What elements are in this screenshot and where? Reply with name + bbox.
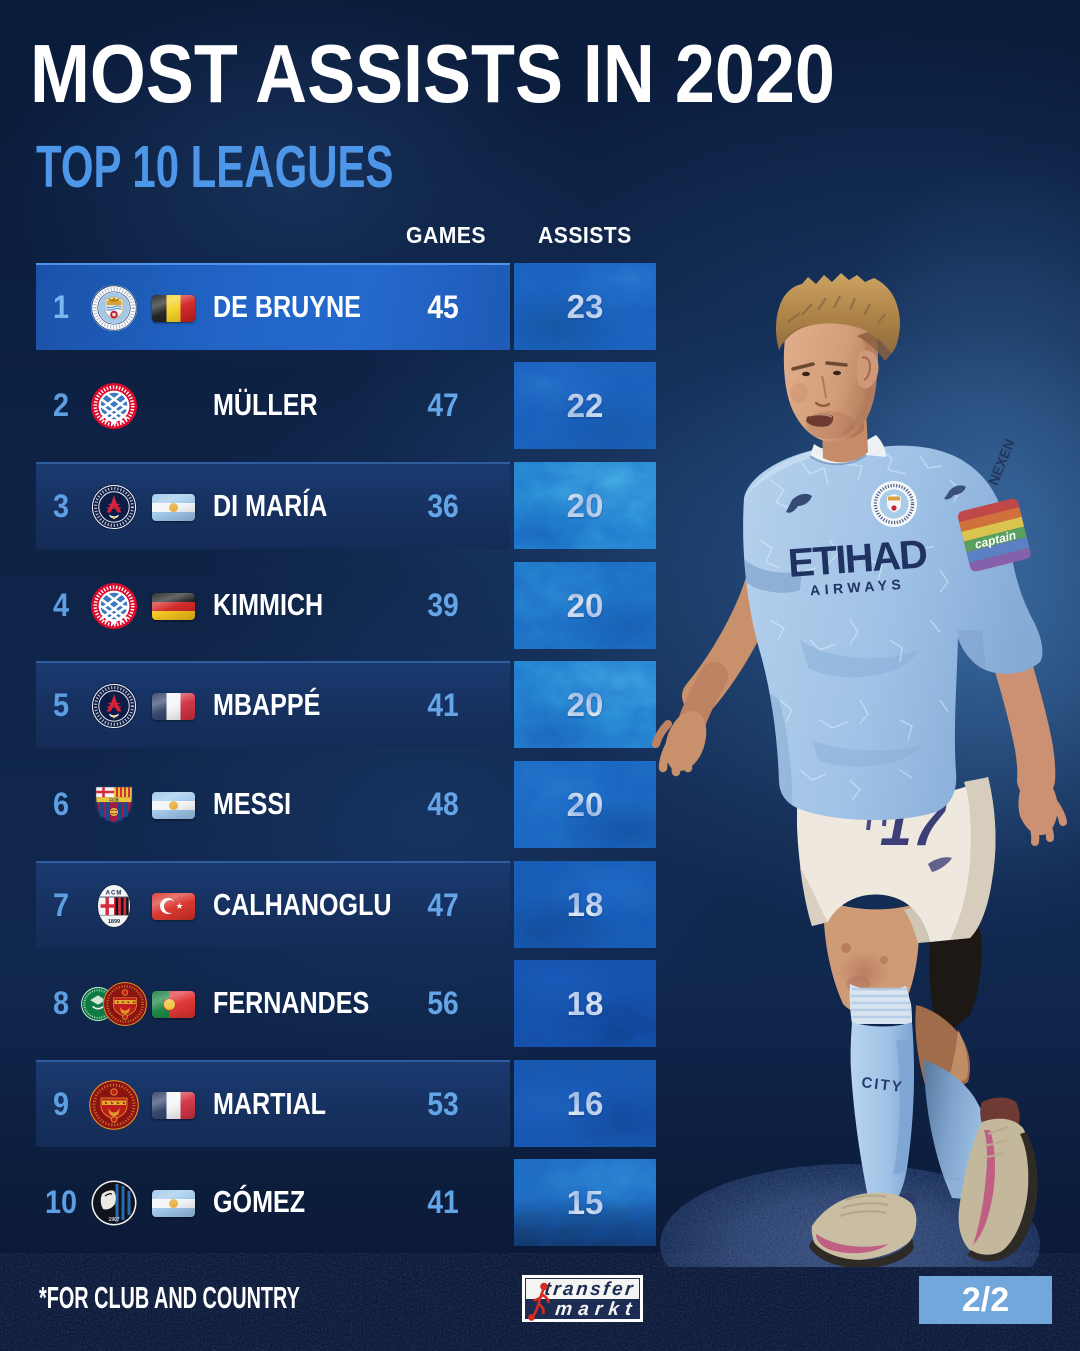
svg-text:NEXEN: NEXEN — [985, 437, 1018, 488]
svg-text:1899: 1899 — [108, 919, 120, 925]
svg-text:ACM: ACM — [106, 890, 123, 896]
svg-text:ETIHAD: ETIHAD — [787, 532, 930, 586]
svg-text:1907: 1907 — [108, 1217, 119, 1223]
svg-text:FCB: FCB — [109, 797, 119, 802]
svg-text:CITY: CITY — [861, 1074, 905, 1096]
svg-text:AIRWAYS: AIRWAYS — [809, 576, 906, 599]
svg-text:transfer: transfer — [543, 1279, 635, 1300]
